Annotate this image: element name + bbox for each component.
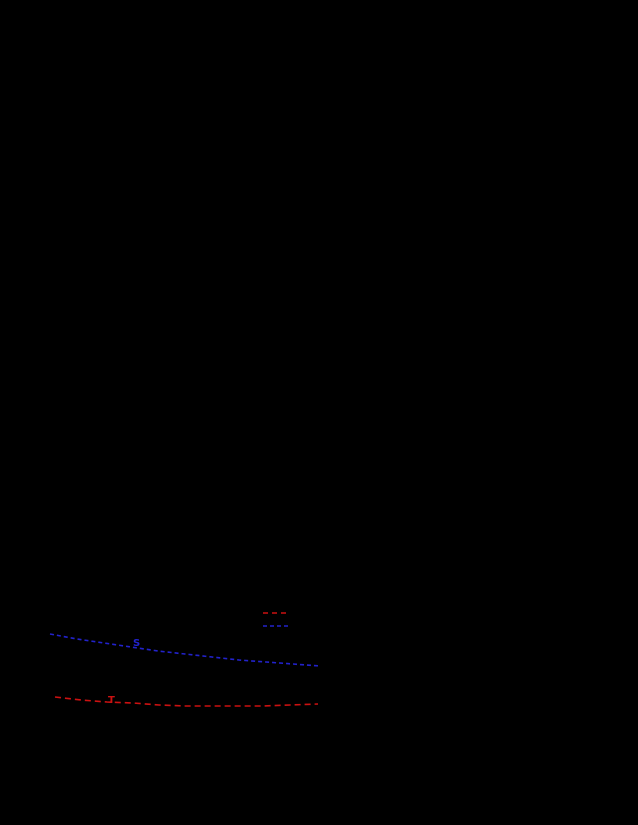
chart-series: ST xyxy=(49,633,321,707)
series-label-t: T xyxy=(108,695,115,706)
series-line-s xyxy=(49,633,321,667)
series-line-t xyxy=(54,696,319,707)
chart-legend xyxy=(263,612,289,627)
series-label-s: S xyxy=(133,638,140,649)
